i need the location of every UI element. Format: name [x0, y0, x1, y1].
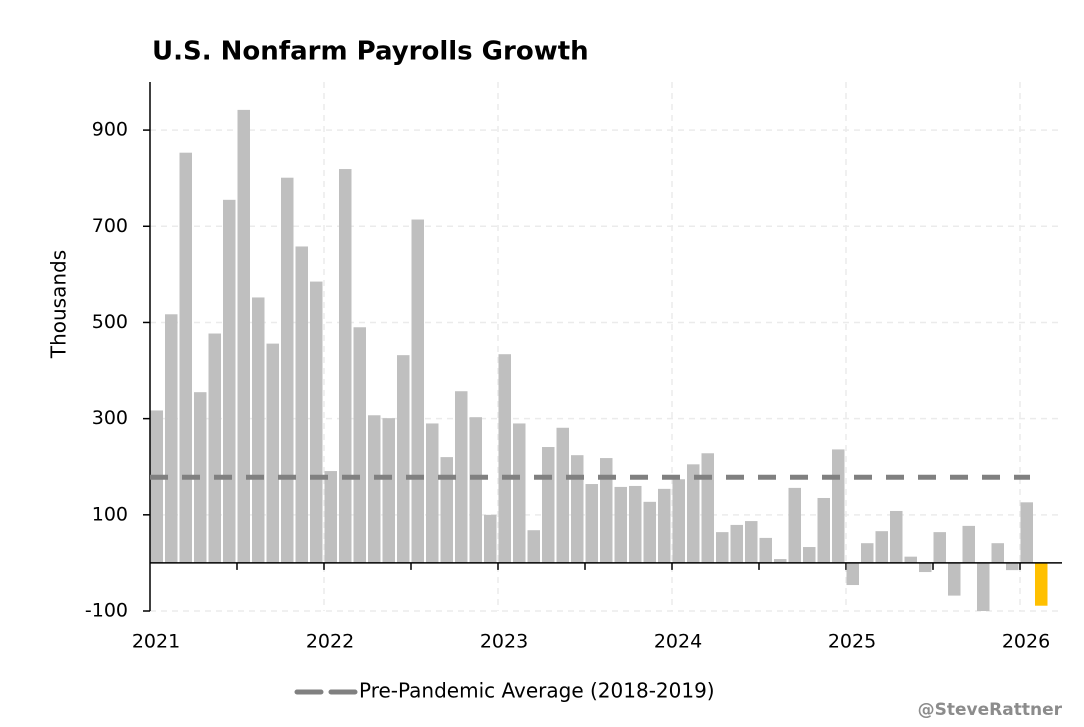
- legend-label: Pre-Pandemic Average (2018-2019): [359, 679, 715, 703]
- chart-title: U.S. Nonfarm Payrolls Growth: [152, 37, 589, 67]
- bar: [411, 219, 424, 563]
- bar: [991, 543, 1004, 563]
- bar: [324, 471, 337, 563]
- bar: [861, 543, 874, 563]
- y-tick-label: 700: [92, 215, 128, 237]
- bar: [614, 486, 627, 563]
- bar: [310, 281, 323, 563]
- bar: [469, 417, 482, 563]
- bar: [875, 531, 888, 563]
- x-tick-label: 2022: [306, 631, 354, 653]
- x-tick-label: 2023: [480, 631, 528, 653]
- bar: [382, 418, 395, 563]
- bar: [484, 514, 497, 563]
- bar: [281, 177, 294, 563]
- y-tick-label: -100: [85, 600, 128, 622]
- bar: [1020, 502, 1033, 563]
- bar: [948, 562, 961, 596]
- bar: [672, 479, 685, 563]
- bar: [397, 355, 410, 563]
- bar: [600, 458, 613, 563]
- bar: [919, 562, 932, 573]
- bar: [266, 343, 279, 563]
- bar: [368, 415, 381, 563]
- bar: [803, 547, 816, 563]
- bar: [977, 562, 990, 611]
- bar: [150, 410, 163, 563]
- bar: [774, 559, 787, 563]
- x-tick-label: 2026: [1002, 631, 1050, 653]
- bar: [658, 488, 671, 563]
- bar: [701, 453, 714, 563]
- bar: [629, 485, 642, 563]
- bar: [1006, 562, 1019, 571]
- bar: [846, 562, 859, 586]
- bar: [353, 327, 366, 563]
- bar: [962, 525, 975, 563]
- y-tick-label: 100: [92, 503, 128, 525]
- bar: [788, 487, 801, 563]
- bar: [585, 484, 598, 563]
- credit: @SteveRattner: [918, 700, 1063, 720]
- bar: [933, 532, 946, 563]
- bar: [571, 455, 584, 563]
- bar: [1035, 562, 1048, 606]
- bar: [165, 314, 178, 563]
- bar: [716, 532, 729, 563]
- bar: [745, 521, 758, 563]
- bar: [527, 530, 540, 563]
- bar: [295, 246, 308, 563]
- bar: [339, 169, 352, 563]
- bar: [223, 199, 236, 563]
- bar: [179, 152, 192, 563]
- bar: [237, 109, 250, 563]
- bar: [890, 510, 903, 563]
- bar: [687, 464, 700, 563]
- y-tick-label: 500: [92, 311, 128, 333]
- bar: [542, 447, 555, 563]
- x-tick-label: 2025: [828, 631, 876, 653]
- bar: [904, 556, 917, 563]
- x-tick-label: 2024: [654, 631, 702, 653]
- bar: [208, 333, 221, 563]
- bar: [194, 392, 207, 563]
- bar: [832, 449, 845, 563]
- bar: [252, 297, 265, 563]
- bar: [730, 524, 743, 563]
- bar: [817, 497, 830, 563]
- x-tick-label: 2021: [132, 631, 180, 653]
- bar: [556, 427, 569, 563]
- y-tick-label: 900: [92, 119, 128, 141]
- bar: [455, 391, 468, 563]
- y-tick-label: 300: [92, 407, 128, 429]
- y-axis-label: Thousands: [47, 250, 71, 359]
- bar: [498, 354, 511, 563]
- bar: [643, 501, 656, 563]
- bar: [426, 423, 439, 563]
- bar: [513, 423, 526, 563]
- bar: [759, 537, 772, 563]
- bar: [440, 457, 453, 563]
